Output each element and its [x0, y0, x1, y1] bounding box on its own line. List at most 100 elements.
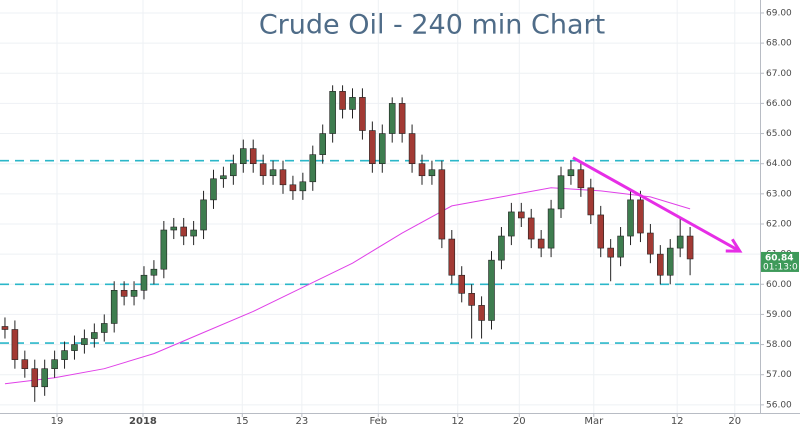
- y-tick-label: 69.00: [766, 8, 792, 18]
- x-tick-label: Feb: [369, 416, 387, 427]
- candle-body: [259, 163, 267, 177]
- candle-body: [666, 247, 674, 276]
- last-price-label: 60.84: [765, 253, 793, 263]
- candle-body: [91, 332, 98, 339]
- candle-body: [230, 163, 237, 177]
- candle-body: [597, 214, 605, 249]
- candle-body: [150, 268, 158, 276]
- candle-body: [51, 359, 58, 369]
- candle-body: [81, 338, 88, 345]
- candle-body: [607, 247, 614, 258]
- moving-average: [4, 187, 691, 385]
- y-tick-label: 59.00: [766, 310, 792, 320]
- x-tick-label: 19: [51, 416, 64, 427]
- candle-body: [100, 323, 108, 333]
- candle-body: [31, 368, 39, 388]
- candle-body: [557, 175, 565, 210]
- y-tick-label: 56.00: [766, 400, 792, 410]
- candle-body: [398, 103, 406, 134]
- candle-body: [339, 91, 346, 110]
- candle-body: [537, 238, 545, 249]
- y-tick-label: 68.00: [766, 39, 792, 49]
- candle-body: [299, 181, 307, 192]
- candle-body: [448, 238, 456, 276]
- candle-body: [11, 329, 19, 360]
- y-tick-label: 65.00: [766, 129, 792, 139]
- x-tick-label: 20: [513, 416, 526, 427]
- y-tick-label: 63.00: [766, 189, 792, 199]
- candle-body: [239, 148, 247, 164]
- y-tick-label: 64.00: [766, 159, 792, 169]
- x-tick-label: Mar: [584, 416, 604, 427]
- candle-body: [130, 290, 138, 297]
- x-tick-label: 20: [728, 416, 741, 427]
- candle-body: [349, 97, 356, 110]
- candle-body: [369, 130, 376, 164]
- candle-body: [438, 169, 446, 240]
- x-tick-label: 2018: [129, 416, 157, 427]
- candle-body: [279, 169, 287, 186]
- candle-body: [627, 199, 634, 237]
- candle-body: [200, 199, 207, 231]
- candle-body: [408, 133, 416, 164]
- candle-body: [388, 103, 396, 134]
- candle-body: [249, 148, 257, 164]
- y-tick-label: 57.00: [766, 370, 792, 380]
- chart-title: Crude Oil - 240 min Chart: [259, 10, 605, 41]
- candle-body: [41, 368, 48, 388]
- trendline: [572, 156, 741, 253]
- candle-body: [140, 274, 148, 291]
- candle-body: [61, 350, 68, 360]
- candle-body: [160, 229, 168, 270]
- candle-body: [71, 344, 78, 351]
- candle-body: [498, 235, 505, 261]
- candle-body: [637, 199, 644, 234]
- candle-body: [289, 184, 297, 192]
- candle-body: [359, 97, 366, 131]
- candle-body: [567, 169, 575, 177]
- y-tick-label: 60.00: [766, 280, 792, 290]
- candle-body: [170, 226, 178, 231]
- y-tick-label: 67.00: [766, 69, 792, 79]
- candle-body: [418, 163, 426, 177]
- candle-body: [478, 305, 485, 321]
- axes: 56.0057.0058.0059.0060.0061.0062.0063.00…: [51, 8, 799, 427]
- candle-body: [269, 169, 277, 177]
- candle-body: [21, 359, 29, 369]
- candle-body: [508, 211, 515, 237]
- grid: [0, 0, 760, 413]
- candle-body: [319, 133, 326, 155]
- candle-body: [527, 217, 535, 240]
- candle-body: [676, 235, 684, 249]
- y-tick-label: 62.00: [766, 219, 792, 229]
- candle-body: [577, 169, 585, 189]
- x-tick-label: 15: [236, 416, 249, 427]
- candle-body: [428, 169, 436, 177]
- countdown-label: 01:13:0: [763, 262, 798, 272]
- x-tick-label: 23: [295, 416, 308, 427]
- candle-body: [547, 208, 555, 249]
- y-tick-label: 58.00: [766, 340, 792, 350]
- candle-body: [488, 259, 495, 321]
- x-tick-label: 12: [451, 416, 464, 427]
- candle-body: [686, 235, 694, 260]
- y-tick-label: 66.00: [766, 99, 792, 109]
- candle-body: [210, 178, 217, 201]
- candle-body: [329, 91, 336, 134]
- candle-body: [518, 211, 525, 219]
- candle-body: [458, 274, 465, 294]
- candle-body: [220, 175, 227, 180]
- plot-area: [0, 85, 760, 402]
- candle-body: [657, 253, 664, 276]
- candle-body: [617, 235, 624, 258]
- candle-body: [587, 187, 595, 216]
- last-price-badge: [761, 251, 799, 272]
- candle-body: [180, 226, 187, 237]
- candle-body: [309, 154, 317, 183]
- candle-body: [647, 232, 654, 255]
- candle-body: [468, 293, 475, 306]
- candle-body: [110, 290, 118, 324]
- candle-body: [379, 133, 386, 164]
